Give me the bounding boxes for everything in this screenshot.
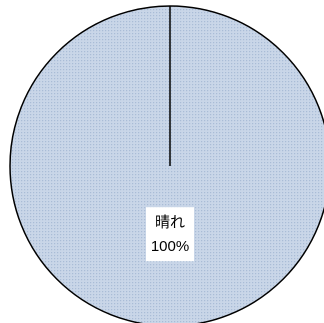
slices-layer xyxy=(9,5,324,323)
pie-data-label: 晴れ 100% xyxy=(146,207,194,262)
pie-slice xyxy=(9,5,324,323)
labels-layer: 晴れ 100% xyxy=(146,207,194,262)
pie-percent-label: 100% xyxy=(151,238,189,255)
pie-category-label: 晴れ xyxy=(155,214,185,231)
pie-data-label-background xyxy=(146,207,194,262)
